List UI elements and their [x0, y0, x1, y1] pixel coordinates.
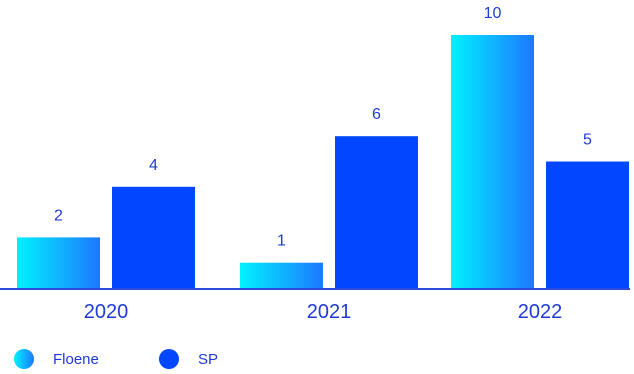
bar-floene-2022 — [451, 35, 534, 288]
bar-floene-2020 — [17, 237, 100, 288]
bar-sp-2021 — [335, 136, 418, 288]
data-label-floene-2020: 2 — [54, 207, 63, 224]
data-label-floene-2022: 10 — [484, 5, 502, 22]
x-tick-label-2020: 2020 — [84, 301, 129, 323]
x-tick-label-2022: 2022 — [518, 301, 563, 323]
data-label-sp-2022: 5 — [583, 132, 592, 149]
ticks-layer: 2020 2021 2022 — [84, 301, 563, 323]
data-label-sp-2020: 4 — [149, 157, 158, 174]
legend-label-floene: Floene — [53, 351, 99, 368]
bars-layer — [17, 35, 629, 288]
legend-label-sp: SP — [198, 351, 218, 368]
bar-floene-2021 — [240, 262, 323, 288]
legend-marker-sp — [159, 349, 179, 369]
data-label-sp-2021: 6 — [372, 106, 381, 123]
legend: Floene SP — [14, 349, 218, 369]
bar-sp-2020 — [112, 186, 195, 288]
legend-marker-floene — [14, 349, 34, 369]
data-label-floene-2021: 1 — [277, 233, 286, 250]
labels-layer: 2 4 1 6 10 5 — [54, 5, 592, 250]
bar-sp-2022 — [546, 161, 629, 288]
x-tick-label-2021: 2021 — [307, 301, 352, 323]
